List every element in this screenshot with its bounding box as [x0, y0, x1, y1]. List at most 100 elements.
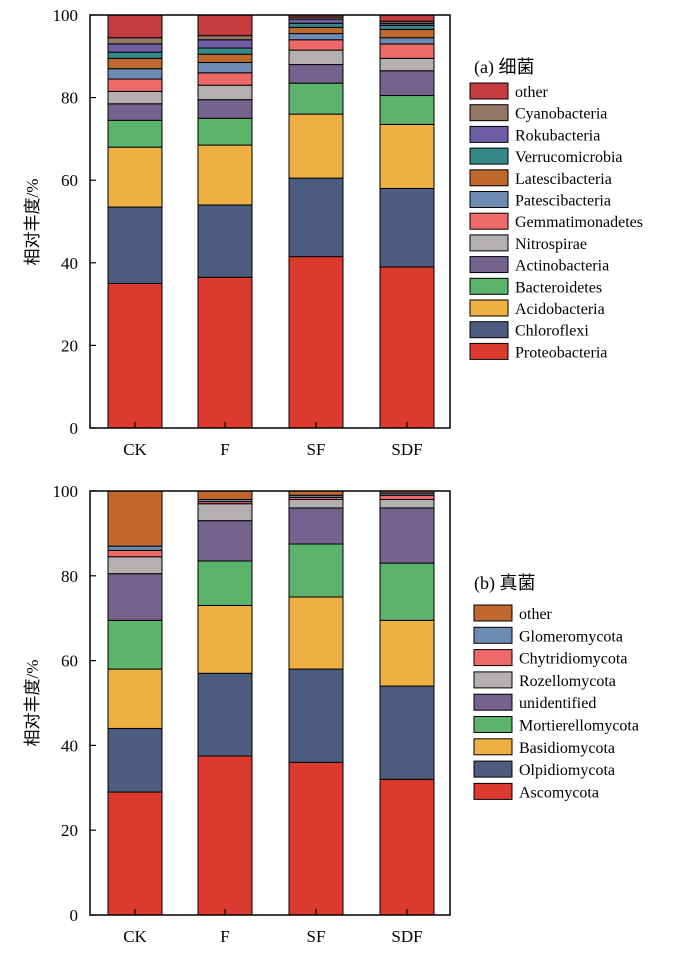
bar-segment-sf-ascomycota [288, 761, 344, 916]
bar-segment-sf-bacteroidetes [288, 82, 344, 115]
bar-segment-sdf-patescibacteria [379, 37, 435, 45]
legend-swatch-other [469, 82, 509, 100]
bar-segment-ck-basidiomycota [107, 668, 163, 729]
bar-segment-ck-nitrospirae [107, 90, 163, 105]
bar-segment-f-verrucomicrobia [197, 47, 253, 55]
legend-swatch-glomeromycota [473, 626, 513, 644]
bar-segment-f-other [197, 490, 253, 500]
bar-segment-sf-nitrospirae [288, 49, 344, 66]
y-tick-label: 100 [53, 6, 79, 25]
bar-segment-sf-proteobacteria [288, 256, 344, 429]
y-tick-label: 40 [61, 736, 78, 755]
panel-a-title: (a) 细菌 [474, 57, 534, 78]
legend-label-rozellomycota: Rozellomycota [519, 673, 616, 690]
x-tick-label-sf: SF [307, 440, 326, 459]
bar-segment-sdf-actinobacteria [379, 70, 435, 97]
bar-segment-f-nitrospirae [197, 84, 253, 101]
bar-segment-sdf-mortierellomycota [379, 562, 435, 621]
y-tick-label: 0 [70, 906, 79, 925]
legend-swatch-rokubacteria [469, 125, 509, 143]
legend-label-latescibacteria: Latescibacteria [515, 171, 612, 188]
bar-segment-f-bacteroidetes [197, 117, 253, 146]
bar-segment-sdf-basidiomycota [379, 619, 435, 687]
bar-segment-sf-gemmatimonadetes [288, 39, 344, 51]
bar-segment-sdf-proteobacteria [379, 266, 435, 429]
y-tick-label: 20 [61, 821, 78, 840]
bar-segment-ck-chloroflexi [107, 206, 163, 284]
x-tick-label-sdf: SDF [391, 440, 422, 459]
bar-segment-f-mortierellomycota [197, 560, 253, 606]
bar-segment-ck-actinobacteria [107, 103, 163, 121]
bar-segment-f-unidentified [197, 520, 253, 562]
x-tick-label-sdf: SDF [391, 927, 422, 946]
bar-segment-ck-patescibacteria [107, 68, 163, 80]
legend-label-chytridiomycota: Chytridiomycota [519, 651, 627, 668]
bar-segment-ck-unidentified [107, 573, 163, 621]
x-tick-label-sf: SF [307, 927, 326, 946]
legend-label-other: other [519, 606, 553, 623]
bar-segment-sdf-bacteroidetes [379, 95, 435, 125]
bar-segment-f-latescibacteria [197, 53, 253, 63]
bar-segment-sf-olpidiomycota [288, 668, 344, 763]
bar-segment-f-basidiomycota [197, 604, 253, 674]
legend-swatch-chloroflexi [469, 321, 509, 339]
legend-label-nitrospirae: Nitrospirae [515, 236, 587, 253]
legend-swatch-latescibacteria [469, 169, 509, 187]
panel-b-fungi: 相对丰度/% 0 20 40 60 80 100 CK F SF SDF (b) 真菌 othe… [23, 482, 639, 946]
panel-a-x-ticks: CK F SF SDF [123, 422, 423, 459]
legend-label-ascomycota: Ascomycota [519, 784, 599, 801]
bar-segment-sf-rokubacteria [288, 18, 344, 24]
legend-label-acidobacteria: Acidobacteria [515, 301, 605, 318]
x-tick-label-f: F [220, 927, 229, 946]
legend-label-rokubacteria: Rokubacteria [515, 127, 600, 144]
bar-segment-sdf-rozellomycota [379, 498, 435, 509]
bar-segment-sdf-gemmatimonadetes [379, 43, 435, 59]
bar-segment-ck-mortierellomycota [107, 619, 163, 670]
legend-swatch-chytridiomycota [473, 649, 513, 667]
legend-label-olpidiomycota: Olpidiomycota [519, 762, 615, 779]
bar-segment-sdf-verrucomicrobia [379, 24, 435, 30]
legend-swatch-verrucomicrobia [469, 147, 509, 165]
legend-swatch-gemmatimonadetes [469, 212, 509, 230]
bar-segment-f-patescibacteria [197, 61, 253, 74]
y-tick-label: 20 [61, 336, 78, 355]
bar-segment-ck-rokubacteria [107, 43, 163, 53]
bar-segment-sdf-chloroflexi [379, 187, 435, 268]
y-tick-label: 0 [70, 419, 79, 438]
bar-segment-sdf-chytridiomycota [379, 494, 435, 500]
bar-segment-sf-chloroflexi [288, 177, 344, 258]
bar-segment-f-ascomycota [197, 755, 253, 916]
legend-label-proteobacteria: Proteobacteria [515, 344, 607, 361]
bar-segment-ck-other [107, 14, 163, 39]
bar-segment-sdf-latescibacteria [379, 28, 435, 39]
legend-label-other: other [515, 84, 549, 101]
legend-label-bacteroidetes: Bacteroidetes [515, 279, 602, 296]
bar-segment-sf-patescibacteria [288, 33, 344, 41]
legend-swatch-patescibacteria [469, 191, 509, 208]
bar-segment-sf-actinobacteria [288, 64, 344, 84]
bar-segment-ck-verrucomicrobia [107, 51, 163, 59]
y-tick-label: 60 [61, 652, 78, 671]
legend-swatch-unidentified [473, 693, 513, 711]
bar-segment-f-olpidiomycota [197, 672, 253, 757]
bar-segment-sf-unidentified [288, 507, 344, 545]
bar-segment-sf-latescibacteria [288, 26, 344, 35]
legend-swatch-nitrospirae [469, 234, 509, 252]
y-tick-label: 40 [61, 254, 78, 273]
legend-label-patescibacteria: Patescibacteria [515, 193, 611, 210]
legend-swatch-acidobacteria [469, 299, 509, 317]
legend-swatch-proteobacteria [469, 342, 509, 360]
bar-segment-sdf-nitrospirae [379, 57, 435, 72]
x-tick-label-f: F [220, 440, 229, 459]
bar-segment-sf-acidobacteria [288, 113, 344, 179]
bar-segment-sf-rozellomycota [288, 498, 344, 509]
legend-swatch-ascomycota [473, 782, 513, 800]
legend-swatch-actinobacteria [469, 256, 509, 274]
panel-b-title: (b) 真菌 [474, 573, 536, 594]
bar-segment-f-cyanobacteria [197, 35, 253, 41]
y-tick-label: 100 [53, 482, 79, 501]
legend-swatch-other [473, 604, 513, 622]
panel-b-y-ticks: 0 20 40 60 80 100 [53, 482, 96, 925]
bar-segment-ck-bacteroidetes [107, 119, 163, 148]
